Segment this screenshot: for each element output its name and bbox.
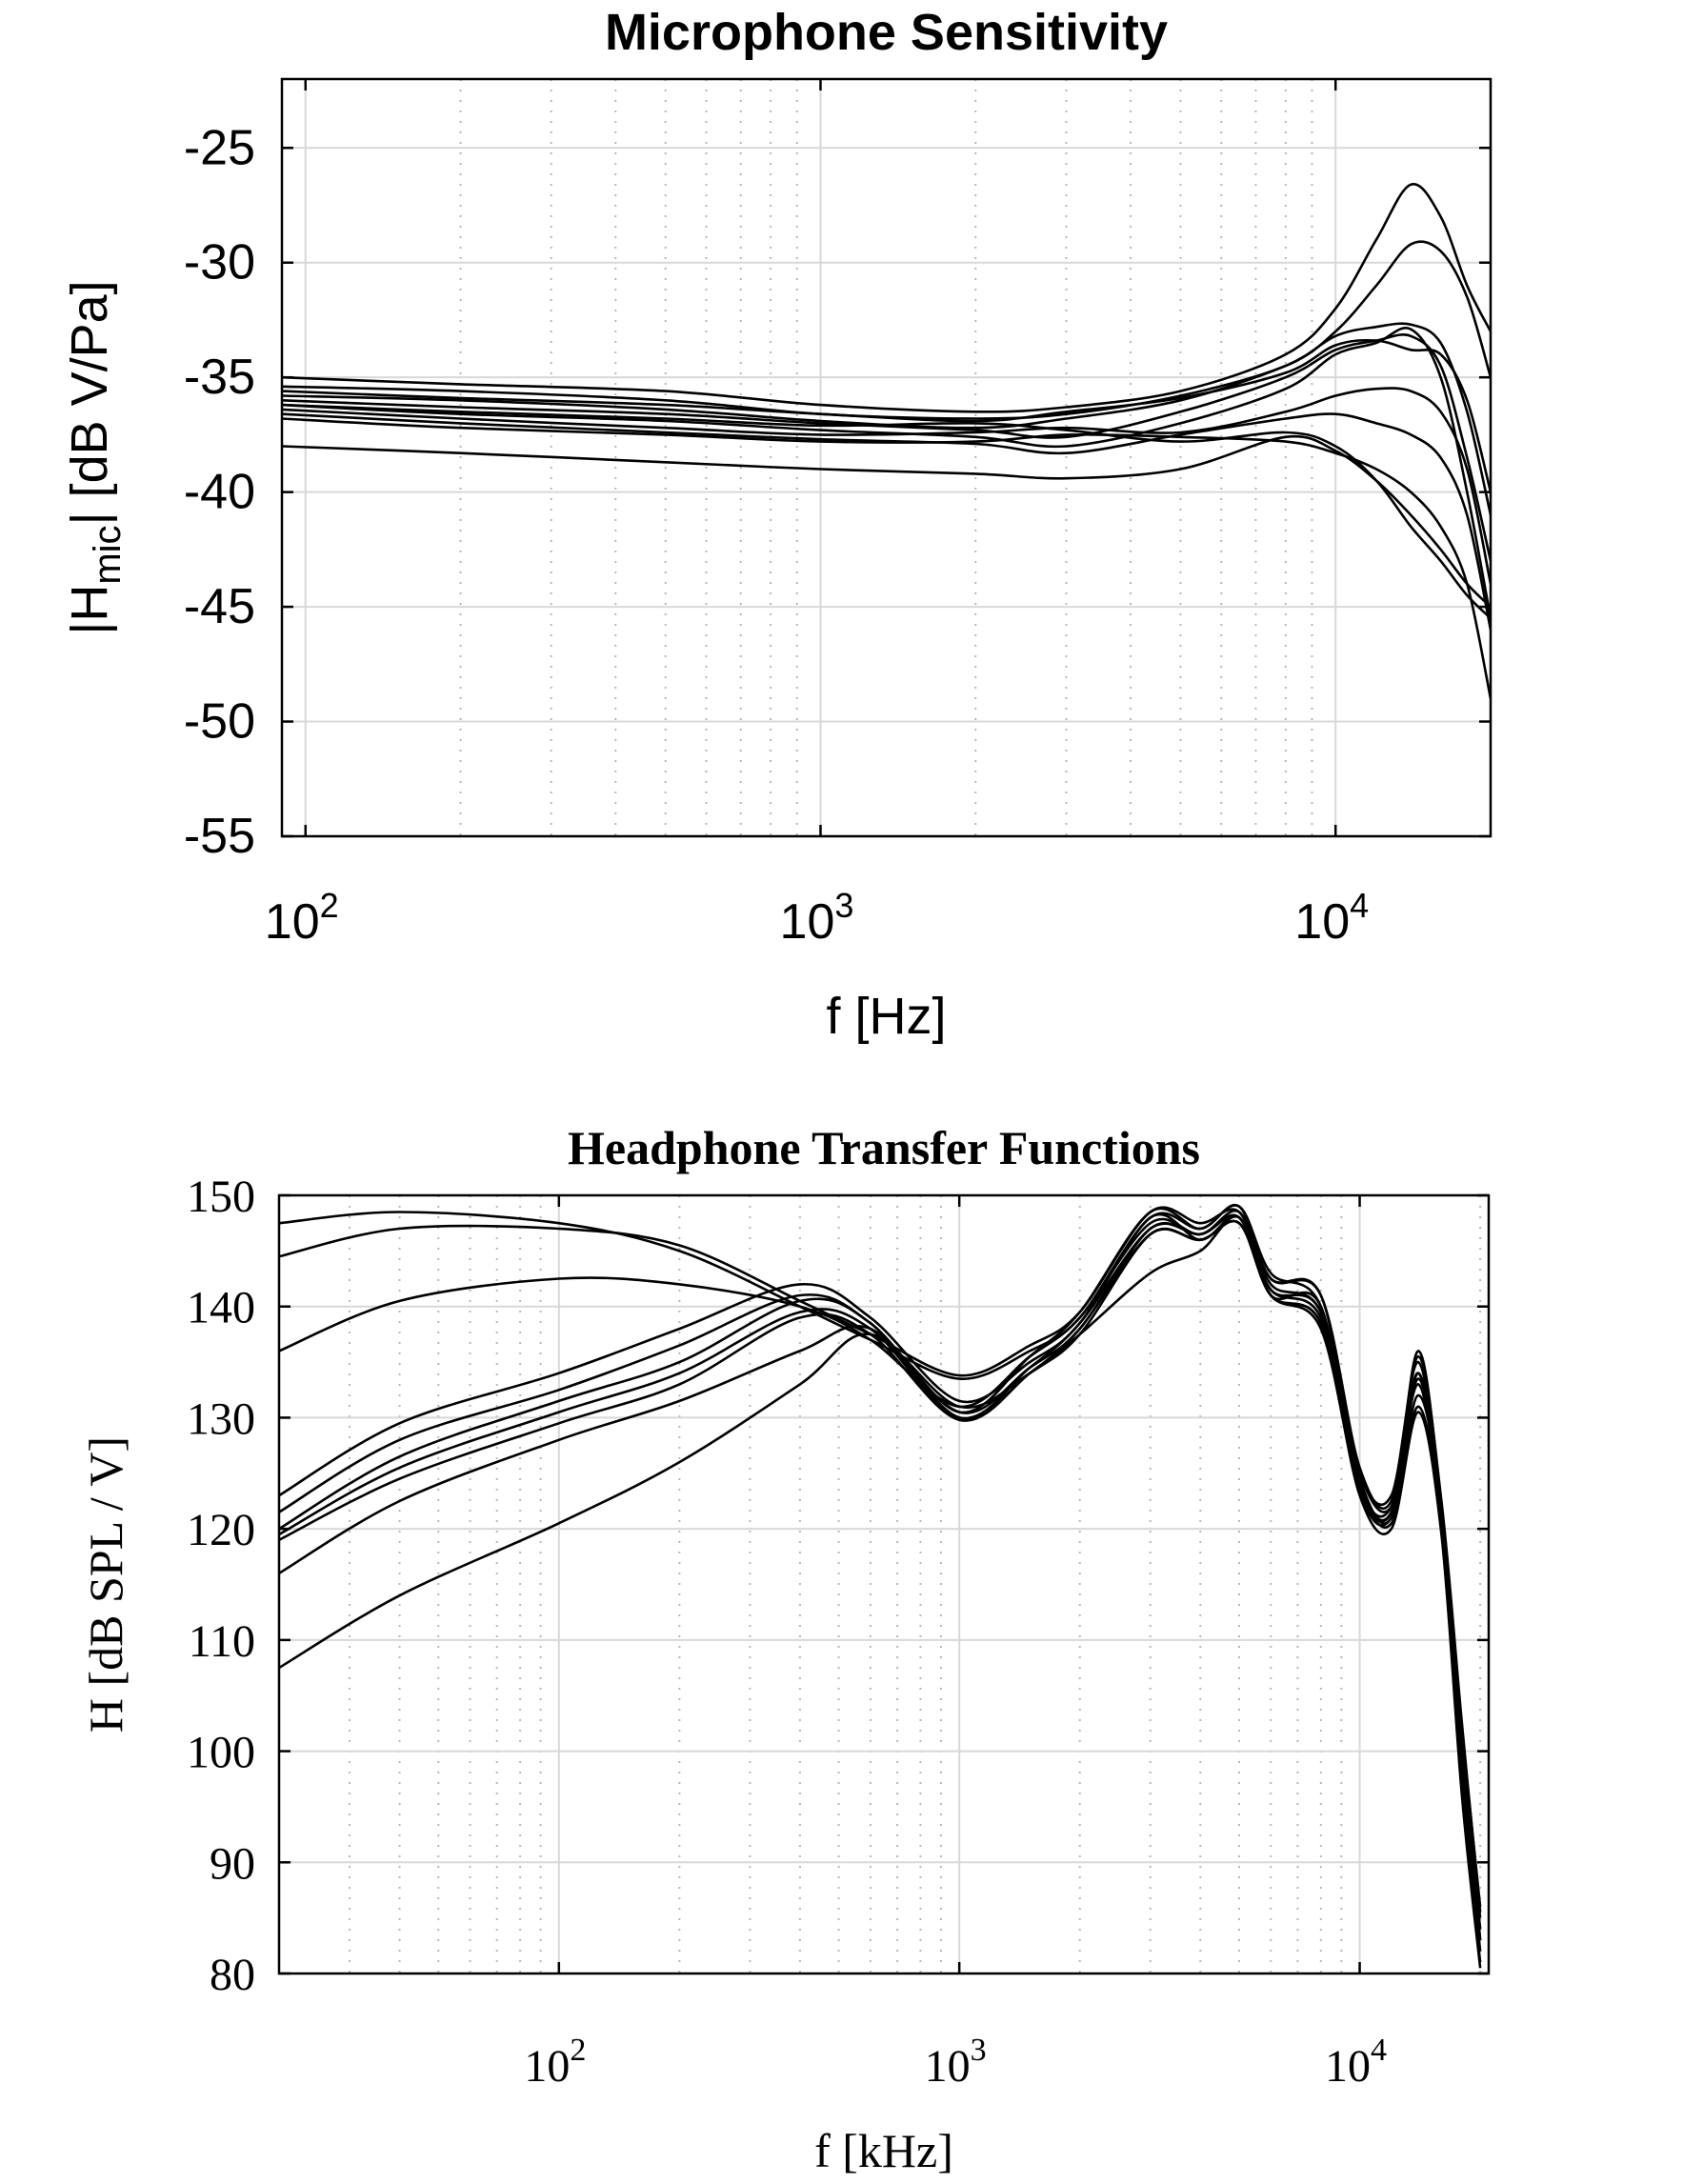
series-lines [279, 1203, 1482, 1969]
y-tick-label: 100 [187, 1728, 255, 1778]
series-line-11 [282, 338, 1491, 492]
x-tick-label: 103 [780, 886, 854, 950]
y-axis-label: H [dB SPL / V] [79, 1436, 132, 1733]
series-line-10 [282, 434, 1491, 609]
series-lines [282, 183, 1491, 699]
x-tick-label: 102 [265, 886, 339, 950]
y-axis-label: |Hmic| [dB V/Pa] [61, 280, 129, 634]
y-axis-label-rest: | [dB V/Pa] [61, 280, 118, 525]
series-line-1 [279, 1204, 1482, 1918]
series-line-8 [279, 1219, 1482, 1969]
y-tick-label: -50 [184, 694, 255, 750]
series-line-10 [279, 1214, 1482, 1930]
x-tick-label: 104 [1325, 2033, 1387, 2092]
series-line-6 [279, 1219, 1482, 1963]
y-tick-label: 130 [187, 1393, 255, 1444]
series-line-3 [279, 1209, 1482, 1908]
series-line-9 [279, 1203, 1482, 1913]
x-axis-label: f [Hz] [826, 988, 946, 1045]
y-axis-label-subscript: mic [87, 525, 129, 584]
series-line-2 [282, 240, 1491, 420]
y-tick-label: -25 [184, 120, 255, 175]
y-tick-label: -30 [184, 235, 255, 291]
y-tick-label: 110 [189, 1616, 255, 1667]
series-line-1 [282, 183, 1491, 413]
series-line-9 [282, 403, 1491, 620]
y-tick-label: -40 [184, 465, 255, 520]
y-tick-label: 120 [187, 1505, 255, 1555]
chart-title: Microphone Sensitivity [605, 4, 1168, 61]
plot-frame [280, 77, 1493, 838]
y-tick-label: 90 [210, 1838, 255, 1889]
grid [282, 79, 1491, 837]
y-tick-label: -55 [184, 809, 255, 864]
series-line-8 [282, 417, 1491, 699]
x-tick-label: 103 [925, 2033, 987, 2092]
axis-ticks: 80 90 100 110 120 130 140 150 102 103 104 [187, 1172, 1489, 2092]
plot-frame [277, 1193, 1491, 1975]
y-tick-label: -35 [184, 350, 255, 405]
series-line-4 [279, 1212, 1482, 1941]
y-axis-label-main: |H [61, 585, 118, 635]
x-axis-label: f [kHz] [814, 2124, 953, 2177]
axis-ticks: -55 -50 -45 -40 -35 -30 -25 102 103 104 [184, 79, 1491, 950]
series-line-7 [282, 412, 1491, 631]
chart-title: Headphone Transfer Functions [568, 1121, 1200, 1174]
headphone-transfer-functions-chart: 80 90 100 110 120 130 140 150 102 103 104 Headphon… [79, 1121, 1491, 2177]
series-line-6 [282, 387, 1491, 585]
x-tick-label: 104 [1294, 886, 1369, 950]
series-line-5 [282, 327, 1491, 619]
x-tick-label: 102 [524, 2033, 586, 2092]
y-tick-label: 150 [187, 1172, 255, 1222]
microphone-sensitivity-chart: -55 -50 -45 -40 -35 -30 -25 102 103 104 Microphon… [61, 4, 1493, 1045]
series-line-4 [282, 333, 1491, 562]
y-tick-label: 140 [187, 1283, 255, 1333]
series-line-3 [282, 322, 1491, 515]
y-tick-label: 80 [210, 1950, 255, 2000]
y-tick-label: -45 [184, 579, 255, 634]
